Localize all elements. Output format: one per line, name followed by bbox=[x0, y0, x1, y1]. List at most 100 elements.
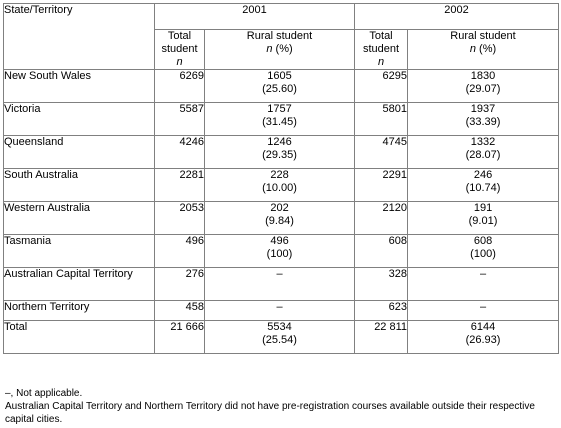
state-name-cell: Northern Territory bbox=[3, 300, 155, 321]
rural-student-2001-cell: 1757 (31.45) bbox=[203, 102, 356, 136]
table-row: New South Wales 6269 1605 (25.60) 6295 1830 (2… bbox=[3, 69, 560, 103]
total-student-2001-cell: 458 bbox=[154, 300, 205, 321]
rural-count: 1937 bbox=[470, 103, 496, 116]
rural-count: 228 bbox=[270, 169, 289, 182]
rural-student-2001-header: Rural student n (%) bbox=[203, 29, 356, 70]
state-name-cell: Total bbox=[3, 320, 155, 354]
rural-student-2001-cell: – bbox=[203, 300, 356, 321]
state-name-cell: Western Australia bbox=[3, 201, 155, 235]
rural-student-2002-cell: 6144 (26.93) bbox=[407, 320, 560, 354]
rural-count: 202 bbox=[270, 202, 289, 215]
rural-unit-pct: (%) bbox=[476, 43, 497, 55]
total-student-2001-cell: 4246 bbox=[154, 135, 205, 169]
table-body: New South Wales 6269 1605 (25.60) 6295 1830 (2… bbox=[3, 69, 560, 354]
total-student-2001-cell: 5587 bbox=[154, 102, 205, 136]
total-student-2001-cell: 276 bbox=[154, 267, 205, 301]
rural-percent: (9.01) bbox=[468, 215, 498, 227]
rural-percent: (29.07) bbox=[465, 83, 501, 95]
rural-count: – bbox=[479, 268, 487, 281]
rural-student-label: Rural student bbox=[450, 30, 516, 43]
total-student-2002-header: Total student n bbox=[354, 29, 409, 70]
rural-percent: (33.39) bbox=[465, 116, 501, 128]
rural-percent: (100) bbox=[470, 248, 496, 260]
total-student-2002-cell: 623 bbox=[354, 300, 409, 321]
state-name-cell: Tasmania bbox=[3, 234, 155, 268]
total-student-2002-cell: 2291 bbox=[354, 168, 409, 202]
total-student-2001-cell: 2281 bbox=[154, 168, 205, 202]
rural-student-2002-header: Rural student n (%) bbox=[407, 29, 560, 70]
rural-student-2001-cell: 5534 (25.54) bbox=[203, 320, 356, 354]
rural-count: 6144 bbox=[470, 321, 496, 334]
total-student-2002-cell: 22 811 bbox=[354, 320, 409, 354]
rural-percent: (100) bbox=[266, 248, 293, 260]
student-table: State/Territory 2001 2002 Total student … bbox=[3, 3, 560, 354]
total-student-2001-header: Total student n bbox=[154, 29, 205, 70]
rural-count: – bbox=[479, 301, 487, 314]
rural-student-2002-cell: 1937 (33.39) bbox=[407, 102, 560, 136]
table-row: Queensland 4246 1246 (29.35) 4745 1332 (28.07) bbox=[3, 135, 560, 169]
rural-student-2001-cell: 496 (100) bbox=[203, 234, 356, 268]
rural-count: 191 bbox=[473, 202, 493, 215]
rural-count: 496 bbox=[270, 235, 289, 248]
total-student-2001-cell: 2053 bbox=[154, 201, 205, 235]
total-student-2002-cell: 6295 bbox=[354, 69, 409, 103]
footnote-not-applicable: –, Not applicable. bbox=[5, 388, 83, 399]
rural-percent: (9.84) bbox=[265, 215, 294, 227]
state-name-cell: Queensland bbox=[3, 135, 155, 169]
rural-count: 1757 bbox=[267, 103, 292, 116]
state-name-cell: South Australia bbox=[3, 168, 155, 202]
rural-student-2001-cell: 202 (9.84) bbox=[203, 201, 356, 235]
state-name-cell: Australian Capital Territory bbox=[3, 267, 155, 301]
total-student-2002-cell: 608 bbox=[354, 234, 409, 268]
rural-student-2002-cell: – bbox=[407, 267, 560, 301]
year-2002-header: 2002 bbox=[354, 3, 560, 30]
rural-count: 1332 bbox=[470, 136, 496, 149]
table-row: South Australia 2281 228 (10.00) 2291 246 (10.… bbox=[3, 168, 560, 202]
rural-unit-n: n bbox=[469, 43, 476, 55]
rural-student-2002-cell: 1830 (29.07) bbox=[407, 69, 560, 103]
rural-student-2001-cell: 1246 (29.35) bbox=[203, 135, 356, 169]
table-row: Australian Capital Territory 276 – 328 – bbox=[3, 267, 560, 301]
rural-student-2002-cell: 191 (9.01) bbox=[407, 201, 560, 235]
rural-count: – bbox=[276, 268, 283, 281]
table-row: Victoria 5587 1757 (31.45) 5801 1937 (33.39) bbox=[3, 102, 560, 136]
year-2001-header: 2001 bbox=[153, 3, 356, 30]
rural-unit-n: n bbox=[266, 43, 273, 55]
table-row: Northern Territory 458 – 623 – bbox=[3, 300, 560, 321]
table-row: Western Australia 2053 202 (9.84) 2120 191 (9.… bbox=[3, 201, 560, 235]
state-name-cell: Victoria bbox=[3, 102, 155, 136]
total-student-unit: n bbox=[176, 56, 183, 68]
total-student-2002-cell: 328 bbox=[354, 267, 409, 301]
rural-percent: (25.54) bbox=[262, 334, 297, 346]
rural-student-2002-cell: 1332 (28.07) bbox=[407, 135, 560, 169]
rural-student-unit: n (%) bbox=[206, 43, 354, 56]
rural-student-2002-cell: – bbox=[407, 300, 560, 321]
footnote-capital-cities: Australian Capital Territory and Norther… bbox=[5, 401, 535, 425]
total-student-2002-cell: 2120 bbox=[354, 201, 409, 235]
rural-student-2001-cell: – bbox=[203, 267, 356, 301]
rural-student-label: Rural student bbox=[246, 30, 313, 43]
state-column-header: State/Territory bbox=[3, 3, 155, 70]
rural-percent: (25.60) bbox=[262, 83, 297, 95]
total-student-label: Total student bbox=[161, 30, 198, 56]
table-row: Tasmania 496 496 (100) 608 608 (100) bbox=[3, 234, 560, 268]
rural-count: 608 bbox=[473, 235, 493, 248]
rural-count: 1246 bbox=[267, 136, 292, 149]
rural-count: 5534 bbox=[267, 321, 292, 334]
total-student-2002-cell: 5801 bbox=[354, 102, 409, 136]
rural-percent: (26.93) bbox=[465, 334, 501, 346]
footnotes: –, Not applicable. Australian Capital Te… bbox=[5, 387, 557, 426]
table-row: Total 21 666 5534 (25.54) 22 811 6144 (26.93) bbox=[3, 320, 560, 354]
rural-percent: (31.45) bbox=[262, 116, 297, 128]
rural-count: 1605 bbox=[267, 70, 292, 83]
rural-percent: (28.07) bbox=[465, 149, 501, 161]
rural-count: 1830 bbox=[470, 70, 496, 83]
rural-student-2002-cell: 246 (10.74) bbox=[407, 168, 560, 202]
rural-percent: (10.74) bbox=[465, 182, 501, 194]
total-student-2001-cell: 21 666 bbox=[154, 320, 205, 354]
total-student-label: Total student bbox=[362, 30, 400, 56]
rural-student-2001-cell: 1605 (25.60) bbox=[203, 69, 356, 103]
rural-percent: (10.00) bbox=[262, 182, 297, 194]
rural-student-unit: n (%) bbox=[409, 43, 558, 56]
rural-student-2001-cell: 228 (10.00) bbox=[203, 168, 356, 202]
